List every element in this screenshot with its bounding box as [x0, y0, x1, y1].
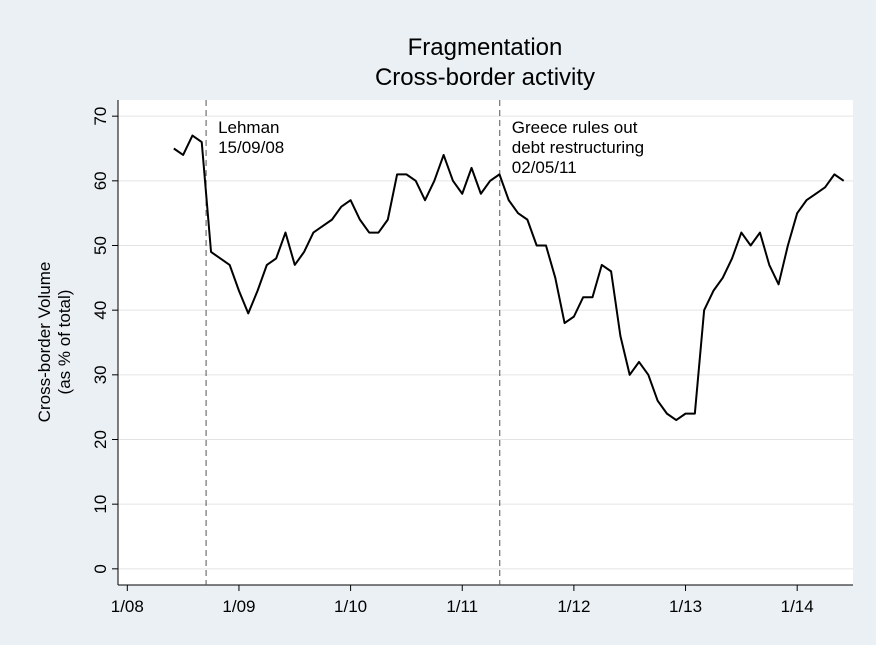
annotation: 15/09/08 [218, 138, 284, 157]
x-tick-label: 1/11 [446, 597, 478, 616]
y-tick-label: 60 [91, 171, 110, 190]
y-tick-label: 20 [91, 430, 110, 449]
x-tick-label: 1/10 [334, 597, 367, 616]
x-tick-label: 1/13 [669, 597, 702, 616]
data-line [173, 134, 845, 422]
y-tick-label: 50 [91, 236, 110, 255]
y-axis-label: (as % of total) [55, 290, 74, 395]
y-axis-label: Cross-border Volume [35, 262, 54, 423]
x-tick-label: 1/08 [111, 597, 144, 616]
y-tick-label: 40 [91, 301, 110, 320]
annotation: 02/05/11 [512, 158, 577, 177]
y-tick-label: 0 [91, 564, 110, 573]
x-tick-label: 1/12 [557, 597, 590, 616]
y-tick-label: 70 [91, 107, 110, 126]
plot-area [118, 100, 853, 585]
chart-title: Fragmentation [408, 34, 563, 61]
annotation: Greece rules out [512, 118, 638, 137]
annotation: debt restructuring [512, 138, 644, 157]
x-tick-label: 1/09 [222, 597, 255, 616]
annotation: Lehman [218, 118, 279, 137]
chart-subtitle: Cross-border activity [375, 64, 595, 91]
y-tick-label: 10 [91, 495, 110, 514]
x-tick-label: 1/14 [781, 597, 814, 616]
y-tick-label: 30 [91, 365, 110, 384]
